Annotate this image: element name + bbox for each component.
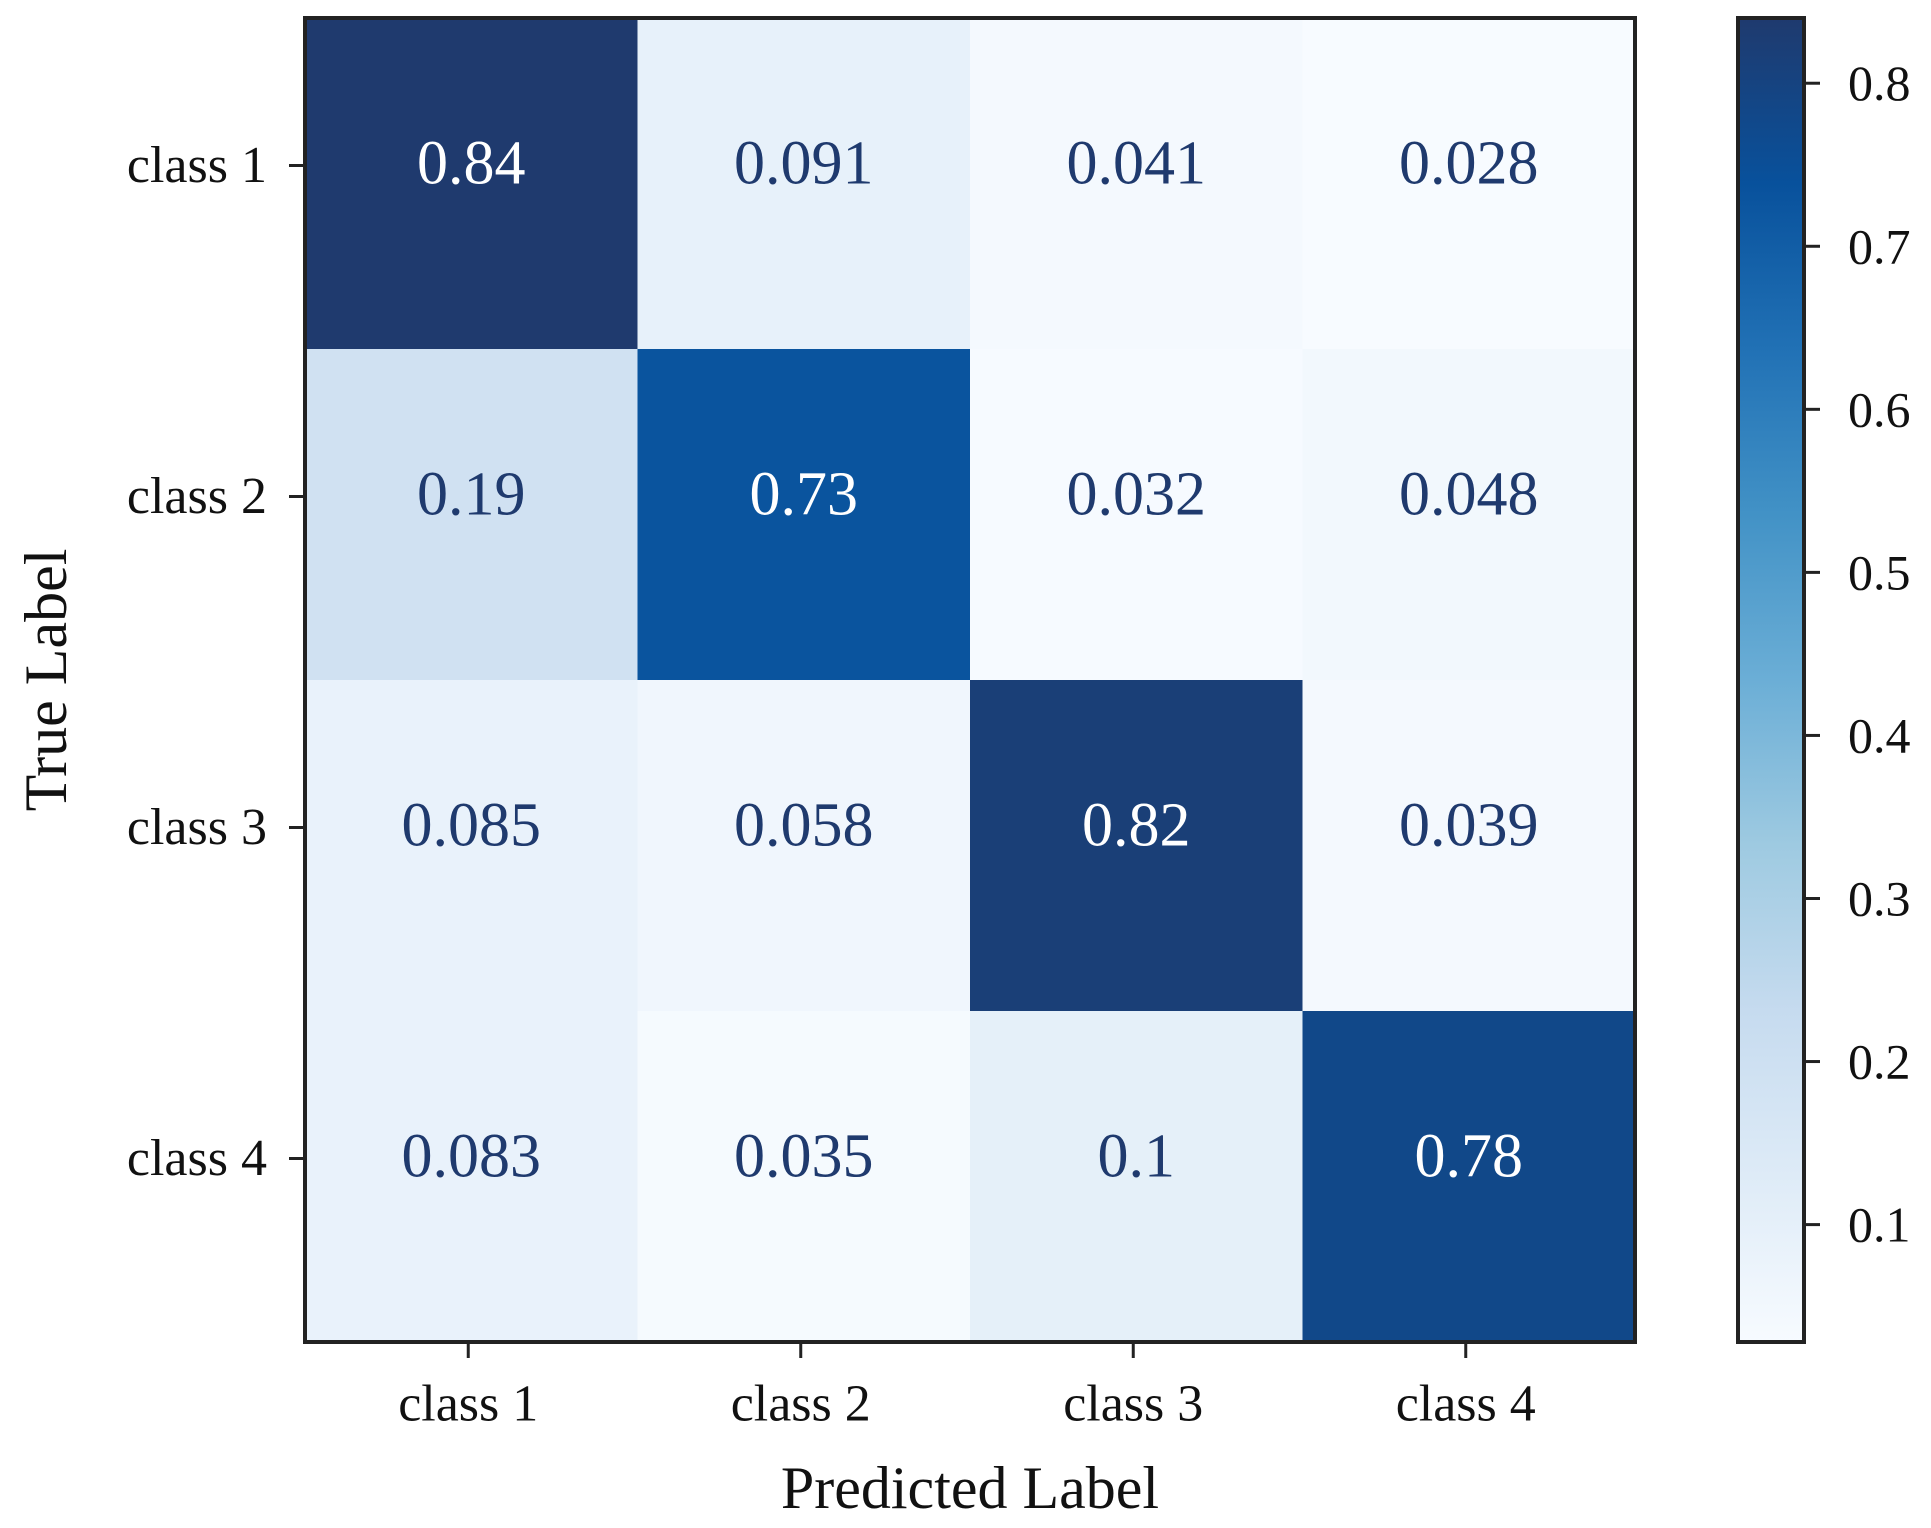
plot-frame [303,16,1637,1344]
colorbar-tick-label-7: 0.7 [1848,218,1911,274]
y-axis-ticks: class 1 class 2 class 3 class 4 [127,137,305,1187]
cell-value-label-r3-c1: 0.085 [402,792,542,860]
y-tick-label-3: class 3 [127,799,267,856]
heatmap-cell-r2-c1 [305,349,638,681]
heatmap-cell-r4-c4 [1302,1011,1636,1343]
cell-value-label-r1-c1: 0.84 [417,130,526,198]
colorbar-ticks: 0.1 0.2 0.3 0.4 0.5 0.6 0.7 0.8 [1804,55,1911,1253]
cell-value-label-r4-c3: 0.1 [1098,1123,1176,1191]
x-tick-label-1: class 1 [398,1376,538,1433]
colorbar [1736,16,1806,1344]
cell-value-label-r4-c1: 0.083 [402,1123,542,1191]
heatmap-cell-r3-c4 [1302,680,1636,1012]
cell-value-label-r4-c4: 0.78 [1415,1123,1524,1191]
cell-value-label-r1-c3: 0.041 [1067,130,1207,198]
colorbar-tick-label-2: 0.2 [1848,1034,1911,1090]
heatmap-cell-r1-c4 [1302,18,1636,350]
x-tick-label-4: class 4 [1396,1376,1536,1433]
heatmap-cell-r1-c3 [970,18,1303,350]
heatmap-cell-r2-c2 [637,349,971,681]
x-axis-label: Predicted Label [781,1455,1159,1521]
y-tick-label-1: class 1 [127,137,267,194]
cell-value-label-r1-c4: 0.028 [1399,130,1539,198]
heatmap-cell-r4-c1 [305,1011,638,1343]
heatmap-cell-r2-c4 [1302,349,1636,681]
cell-value-label-r2-c4: 0.048 [1399,461,1539,529]
heatmap-cell-r2-c3 [970,349,1303,681]
cell-value-label-r2-c3: 0.032 [1067,461,1207,529]
y-tick-label-4: class 4 [127,1130,267,1187]
heatmap-cells: 0.84 0.091 0.041 0.028 0.19 0.73 0.032 0.048 0.0… [305,18,1636,1343]
colorbar-tick-label-8: 0.8 [1848,55,1911,111]
x-tick-label-2: class 2 [731,1376,871,1433]
cell-value-label-r3-c3: 0.82 [1082,792,1191,860]
colorbar-tick-label-1: 0.1 [1848,1197,1911,1253]
heatmap-cell-r4-c3 [970,1011,1303,1343]
cell-value-label-r1-c2: 0.091 [734,130,874,198]
cell-value-label-r3-c4: 0.039 [1399,792,1539,860]
heatmap-cell-r1-c1 [305,18,638,350]
heatmap-cell-r4-c2 [637,1011,971,1343]
heatmap-cell-r3-c2 [637,680,971,1012]
y-axis-label: True Label [13,549,79,812]
colorbar-tick-label-5: 0.5 [1848,544,1911,600]
heatmap-cell-r3-c1 [305,680,638,1012]
x-tick-label-3: class 3 [1063,1376,1203,1433]
heatmap-cell-r3-c3 [970,680,1303,1012]
heatmap-cell-r1-c2 [637,18,971,350]
cell-value-label-r4-c2: 0.035 [734,1123,874,1191]
colorbar-tick-label-6: 0.6 [1848,381,1911,437]
colorbar-tick-label-4: 0.4 [1848,707,1911,763]
cell-value-label-r3-c2: 0.058 [734,792,874,860]
x-axis-ticks: class 1 class 2 class 3 class 4 [398,1342,1536,1433]
cell-value-label-r2-c2: 0.73 [750,461,859,529]
colorbar-tick-label-3: 0.3 [1848,870,1911,926]
cell-value-label-r2-c1: 0.19 [417,461,526,529]
y-tick-label-2: class 2 [127,468,267,525]
